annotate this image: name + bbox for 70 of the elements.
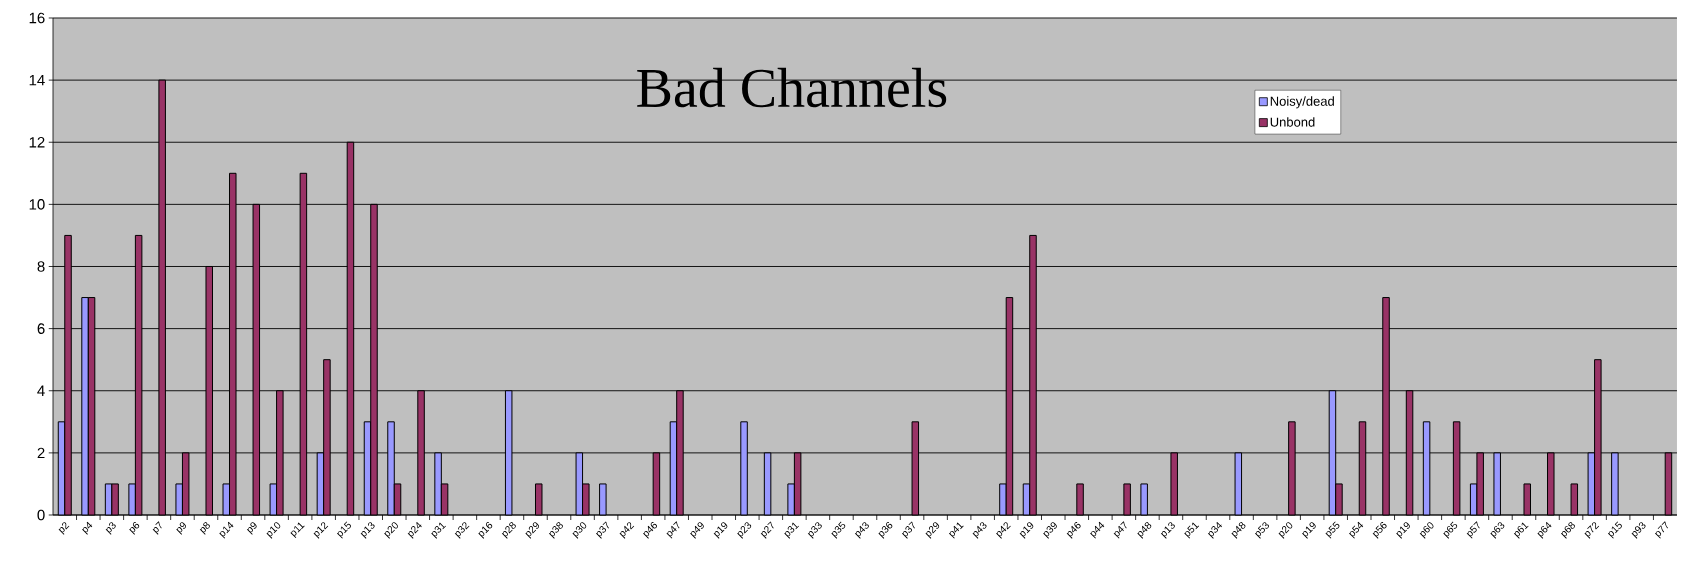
x-tick-label: p31 [431, 522, 446, 539]
x-tick-label: p30 [572, 522, 587, 539]
x-tick-label: p53 [1254, 522, 1269, 539]
x-tick-label: p28 [501, 522, 516, 539]
x-tick-label: p19 [1396, 522, 1410, 539]
x-tick-label: p4 [82, 521, 93, 535]
x-tick-label: p60 [1419, 522, 1434, 539]
x-tick-label: p48 [1231, 522, 1246, 539]
x-tick-label: p39 [1043, 522, 1057, 539]
x-tick-label: p64 [1537, 521, 1552, 539]
y-tick-label: 10 [29, 199, 45, 210]
x-tick-label: p61 [1513, 522, 1529, 539]
y-tick-label: 6 [37, 323, 45, 334]
x-tick-label: p56 [1372, 522, 1387, 539]
x-tick-label: p36 [878, 522, 893, 539]
x-tick-label: p46 [1066, 522, 1081, 539]
x-tick-label: p42 [996, 522, 1011, 539]
x-tick-label: p2 [58, 522, 70, 535]
legend-label: Noisy/dead [1270, 96, 1334, 109]
text: Bad Channels [637, 67, 947, 108]
x-tick-label: p10 [266, 522, 281, 539]
x-tick-label: p29 [525, 522, 540, 539]
x-tick-label: p35 [831, 521, 846, 539]
x-tick-label: p43 [972, 522, 987, 539]
x-tick-label: p11 [290, 522, 305, 539]
x-tick-label: p3 [105, 522, 116, 535]
x-tick-label: p93 [1631, 522, 1646, 539]
x-tick-label: p13 [1160, 522, 1175, 539]
y-tick-label: 14 [29, 74, 45, 86]
legend-label: Unbond [1270, 117, 1315, 127]
x-tick-label: p19 [713, 522, 728, 539]
x-tick-label: p54 [1349, 521, 1364, 539]
x-tick-label: p7 [152, 521, 162, 535]
x-tick-label: p24 [407, 521, 422, 539]
x-tick-label: p31 [784, 522, 799, 539]
x-tick-label: p6 [129, 522, 140, 535]
y-tick-label: 16 [29, 12, 45, 24]
x-tick-label: p33 [807, 522, 822, 539]
y-tick-label: 0 [37, 509, 45, 521]
x-tick-label: p8 [199, 522, 210, 535]
x-tick-label: p19 [1019, 522, 1034, 539]
x-tick-label: p44 [1090, 521, 1105, 539]
y-tick-label: 4 [37, 385, 45, 396]
x-tick-label: p20 [1278, 522, 1293, 539]
x-tick-label: p16 [478, 522, 493, 539]
x-tick-label: p48 [1137, 522, 1152, 539]
x-tick-label: p63 [1490, 522, 1505, 539]
x-tick-label: p23 [737, 522, 752, 539]
x-tick-label: p41 [948, 522, 964, 539]
y-tick-label: 12 [29, 137, 45, 148]
x-tick-label: p9 [176, 522, 187, 535]
x-tick-label: p42 [619, 522, 635, 539]
x-tick-label: p32 [454, 522, 470, 539]
x-tick-label: p72 [1584, 522, 1600, 539]
x-tick-label: p43 [854, 522, 869, 539]
x-tick-label: p46 [643, 522, 657, 539]
x-tick-label: p38 [548, 522, 563, 539]
x-tick-label: p19 [1302, 522, 1316, 539]
x-tick-label: p49 [690, 522, 704, 539]
x-tick-label: p68 [1560, 522, 1575, 539]
x-tick-label: p20 [384, 522, 398, 539]
x-tick-label: p14 [219, 521, 234, 539]
x-tick-label: p29 [925, 522, 940, 539]
x-tick-label: p12 [313, 522, 329, 539]
y-tick-label: 8 [37, 261, 45, 272]
y-tick-label: 2 [37, 447, 45, 459]
x-tick-label: p34 [1207, 521, 1223, 539]
x-tick-label: p51 [1184, 522, 1200, 539]
x-tick-label: p9 [246, 522, 257, 535]
x-tick-label: p13 [360, 522, 375, 539]
